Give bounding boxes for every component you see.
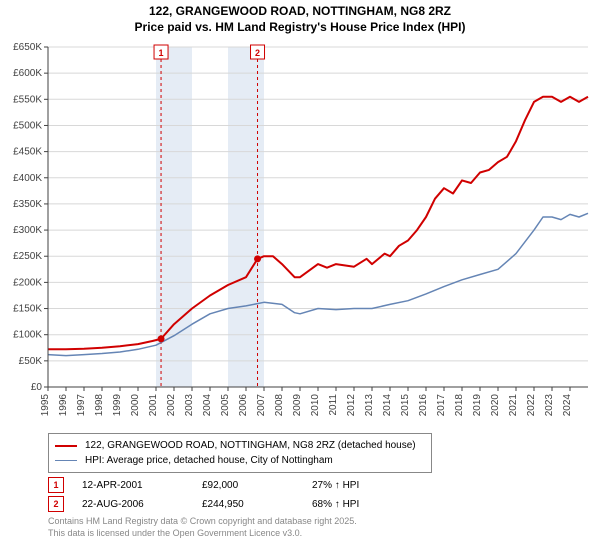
svg-text:£250K: £250K: [13, 251, 42, 262]
title-line-1: 122, GRANGEWOOD ROAD, NOTTINGHAM, NG8 2R…: [0, 4, 600, 20]
sale-price: £244,950: [202, 499, 312, 510]
sale-events: 1 12-APR-2001£92,00027% ↑ HPI 2 22-AUG-2006…: [48, 477, 590, 512]
svg-text:2000: 2000: [130, 394, 141, 417]
svg-text:2024: 2024: [562, 394, 573, 417]
svg-text:2012: 2012: [346, 394, 357, 417]
svg-text:2018: 2018: [454, 394, 465, 417]
svg-text:£50K: £50K: [19, 356, 43, 367]
sale-pct: 68% ↑ HPI: [312, 499, 359, 510]
legend-label: 122, GRANGEWOOD ROAD, NOTTINGHAM, NG8 2R…: [85, 438, 416, 453]
svg-text:2005: 2005: [220, 394, 231, 417]
legend-item: 122, GRANGEWOOD ROAD, NOTTINGHAM, NG8 2R…: [55, 438, 425, 453]
legend-item: HPI: Average price, detached house, City…: [55, 453, 425, 468]
chart-title: 122, GRANGEWOOD ROAD, NOTTINGHAM, NG8 2R…: [0, 0, 600, 35]
attribution-footer: Contains HM Land Registry data © Crown c…: [48, 516, 590, 539]
svg-text:2009: 2009: [292, 394, 303, 417]
svg-text:2002: 2002: [166, 394, 177, 417]
sale-row: 2 22-AUG-2006£244,95068% ↑ HPI: [48, 496, 590, 512]
svg-text:£200K: £200K: [13, 278, 42, 289]
svg-text:2011: 2011: [328, 394, 339, 416]
svg-text:£150K: £150K: [13, 304, 42, 315]
svg-text:1995: 1995: [40, 394, 51, 417]
svg-text:£650K: £650K: [13, 42, 42, 53]
svg-text:2017: 2017: [436, 394, 447, 417]
svg-text:£400K: £400K: [13, 173, 42, 184]
svg-text:£500K: £500K: [13, 121, 42, 132]
footer-line-2: This data is licensed under the Open Gov…: [48, 528, 590, 540]
sale-pct: 27% ↑ HPI: [312, 480, 359, 491]
legend-label: HPI: Average price, detached house, City…: [85, 453, 333, 468]
svg-text:2016: 2016: [418, 394, 429, 417]
sale-price: £92,000: [202, 480, 312, 491]
legend-swatch: [55, 460, 77, 461]
svg-text:2010: 2010: [310, 394, 321, 417]
svg-text:£350K: £350K: [13, 199, 42, 210]
price-chart-svg: £0 £50K £100K £150K £200K £250K £300K £350K £400…: [0, 37, 594, 427]
svg-text:2014: 2014: [382, 394, 393, 417]
sale-date: 22-AUG-2006: [82, 499, 202, 510]
svg-text:£300K: £300K: [13, 225, 42, 236]
svg-text:2022: 2022: [526, 394, 537, 417]
legend-swatch: [55, 445, 77, 447]
svg-text:2023: 2023: [544, 394, 555, 417]
svg-text:2020: 2020: [490, 394, 501, 417]
svg-text:1997: 1997: [76, 394, 87, 417]
svg-text:1998: 1998: [94, 394, 105, 417]
svg-text:£450K: £450K: [13, 147, 42, 158]
sale-row: 1 12-APR-2001£92,00027% ↑ HPI: [48, 477, 590, 493]
chart-area: £0 £50K £100K £150K £200K £250K £300K £350K £400…: [0, 37, 594, 427]
svg-text:2013: 2013: [364, 394, 375, 417]
legend: 122, GRANGEWOOD ROAD, NOTTINGHAM, NG8 2R…: [48, 433, 432, 473]
svg-text:2006: 2006: [238, 394, 249, 417]
svg-text:£0: £0: [31, 382, 43, 393]
sale-marker-icon: 2: [48, 496, 64, 512]
svg-text:2: 2: [255, 48, 260, 58]
svg-text:2015: 2015: [400, 394, 411, 417]
svg-text:2007: 2007: [256, 394, 267, 417]
svg-text:1: 1: [159, 48, 164, 58]
svg-text:2019: 2019: [472, 394, 483, 417]
footer-line-1: Contains HM Land Registry data © Crown c…: [48, 516, 590, 528]
title-line-2: Price paid vs. HM Land Registry's House …: [0, 20, 600, 36]
svg-text:2001: 2001: [148, 394, 159, 417]
svg-text:£100K: £100K: [13, 330, 42, 341]
svg-text:£600K: £600K: [13, 68, 42, 79]
svg-text:1996: 1996: [58, 394, 69, 417]
sale-marker-icon: 1: [48, 477, 64, 493]
svg-text:1999: 1999: [112, 394, 123, 417]
sale-date: 12-APR-2001: [82, 480, 202, 491]
svg-text:2008: 2008: [274, 394, 285, 417]
svg-text:2003: 2003: [184, 394, 195, 417]
svg-text:2004: 2004: [202, 394, 213, 417]
svg-text:£550K: £550K: [13, 94, 42, 105]
svg-text:2021: 2021: [508, 394, 519, 417]
